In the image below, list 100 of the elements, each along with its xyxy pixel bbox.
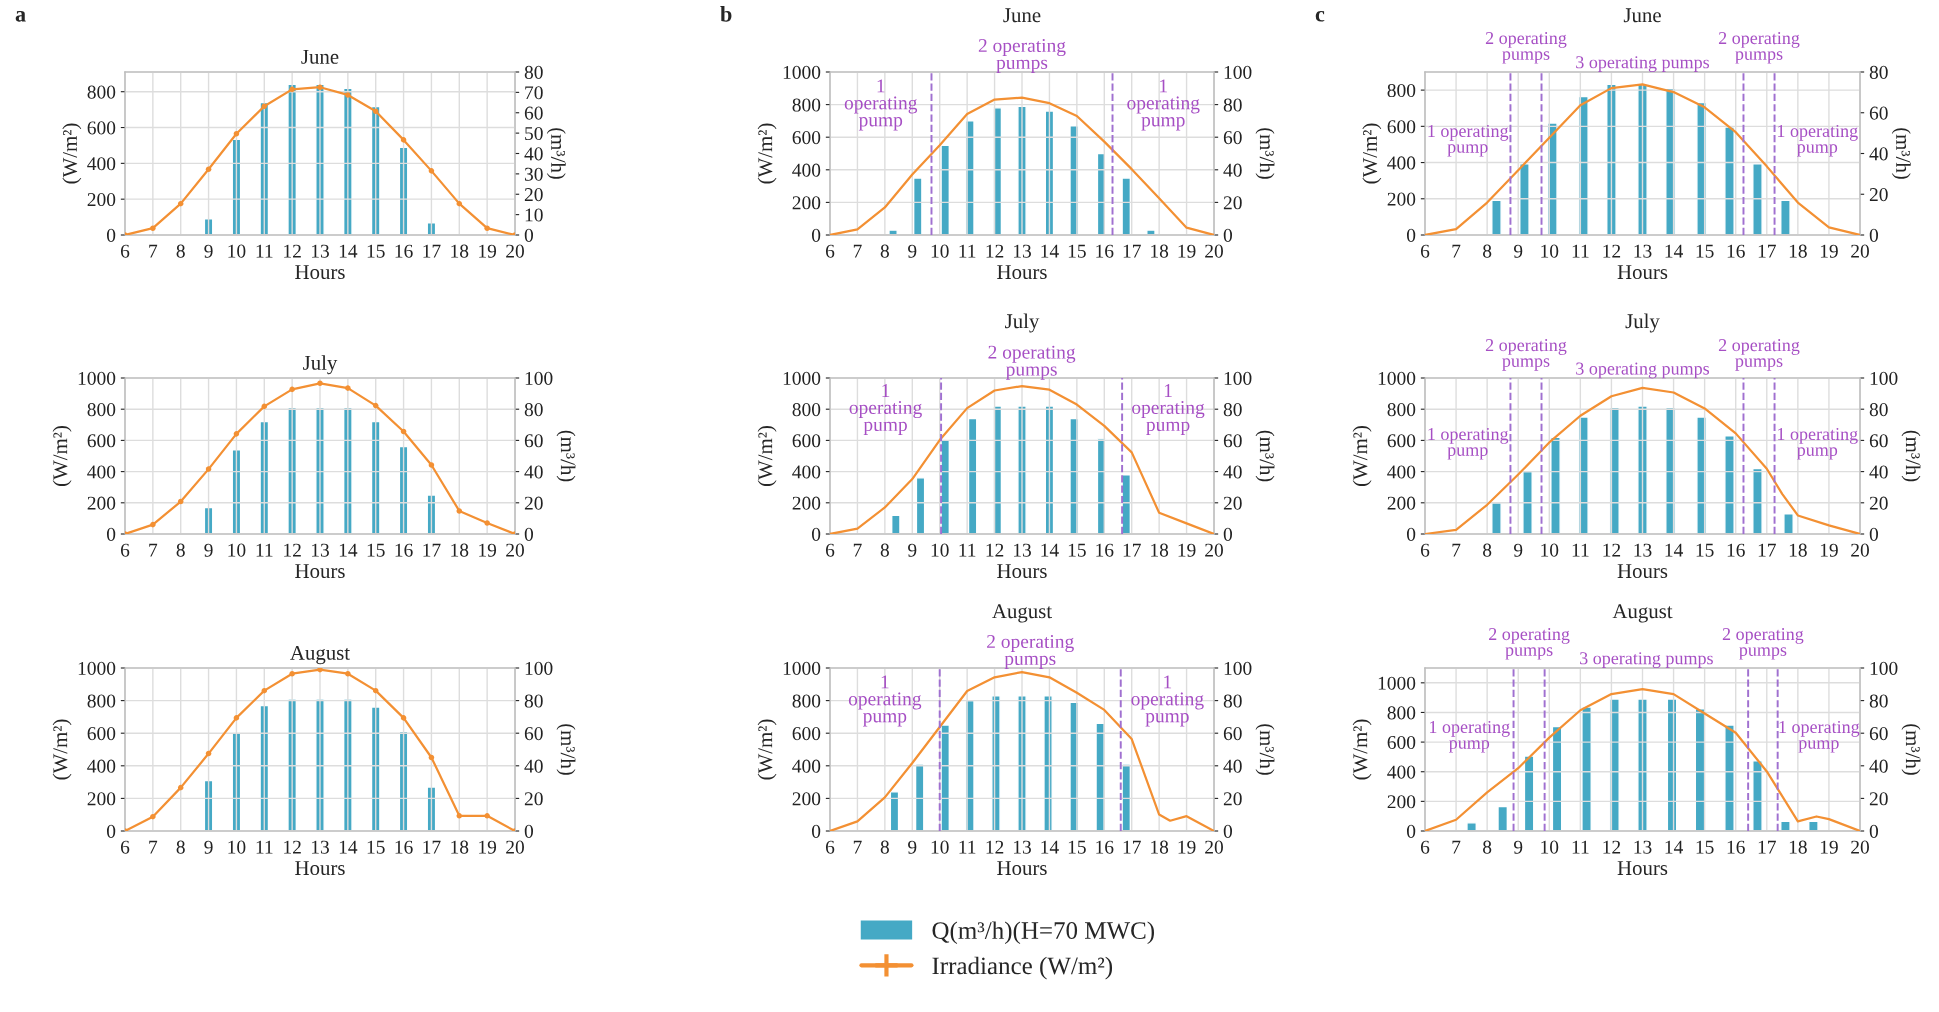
x-tick-label: 8 xyxy=(1483,244,1492,258)
x-tick-label: 20 xyxy=(1851,543,1869,557)
chart-title: June xyxy=(1623,8,1661,23)
point xyxy=(372,402,379,409)
y2-tick-label: 100 xyxy=(1224,65,1252,79)
x-tick-label: 13 xyxy=(1013,244,1031,258)
y2-tick-label: 80 xyxy=(1869,694,1888,708)
x-tick-label: 12 xyxy=(986,543,1004,557)
y-tick-label: 400 xyxy=(792,465,821,479)
bar xyxy=(889,791,900,831)
y2-tick-label: 30 xyxy=(524,167,543,181)
y-tick-label: 200 xyxy=(1387,795,1416,809)
line-series xyxy=(830,670,1214,831)
x-tick-label: 17 xyxy=(423,543,441,557)
y-tick-label: 0 xyxy=(106,527,116,541)
y2-tick-label: 40 xyxy=(1869,147,1888,161)
annotation: 1 operating pump xyxy=(1779,720,1860,753)
y-tick-label: 1000 xyxy=(783,661,821,675)
y-axis-title: (W/m²) xyxy=(1352,719,1372,780)
annotation: 1 operating pump xyxy=(1778,427,1858,460)
point xyxy=(428,168,435,174)
x-tick-label: 17 xyxy=(423,244,441,258)
point xyxy=(317,84,323,90)
bar xyxy=(914,763,925,831)
y-tick-label: 200 xyxy=(792,196,821,210)
point xyxy=(372,108,379,115)
bar xyxy=(1724,724,1735,831)
annotation: 1 operating pump xyxy=(849,384,922,435)
y-tick-label: 0 xyxy=(811,527,821,541)
x-tick-label: 20 xyxy=(1205,543,1223,557)
x-tick-label: 19 xyxy=(479,543,497,557)
bar xyxy=(1637,405,1648,534)
bar xyxy=(1491,199,1502,235)
bar xyxy=(940,144,951,235)
x-tick-label: 12 xyxy=(284,244,301,258)
x-tick-label: 13 xyxy=(311,840,329,854)
y2-tick-label: 0 xyxy=(1869,824,1879,838)
y2-tick-label: 80 xyxy=(524,694,543,708)
point xyxy=(400,137,407,143)
x-axis-title: Hours xyxy=(1617,265,1668,280)
y2-tick-label: 0 xyxy=(524,228,534,242)
y-tick-label: 400 xyxy=(1387,465,1416,479)
x-tick-label: 16 xyxy=(395,244,413,258)
bar xyxy=(1522,470,1533,534)
y2-tick-label: 0 xyxy=(1223,824,1233,838)
x-tick-label: 9 xyxy=(204,244,213,258)
y-tick-label: 600 xyxy=(87,121,116,135)
y2-axis-title: (m³/h) xyxy=(556,724,576,775)
y2-tick-label: 20 xyxy=(1223,196,1242,210)
bar xyxy=(370,105,381,235)
chart-title: August xyxy=(992,604,1052,623)
x-tick-label: 18 xyxy=(1151,244,1169,258)
bar xyxy=(1752,467,1763,534)
point xyxy=(484,520,490,526)
y2-axis-title: (m³/h) xyxy=(1901,724,1921,775)
x-tick-label: 15 xyxy=(367,840,385,854)
x-tick-label: 10 xyxy=(228,244,246,258)
chart-title: June xyxy=(301,50,339,64)
x-tick-label: 17 xyxy=(1758,244,1776,258)
text: 2 operating pumps xyxy=(1485,339,1567,371)
x-tick-label: 20 xyxy=(506,840,524,854)
x-tick-label: 8 xyxy=(880,840,889,854)
x-tick-label: 18 xyxy=(1151,543,1169,557)
x-tick-label: 13 xyxy=(1634,840,1652,854)
line-series xyxy=(125,380,515,534)
x-tick-label: 6 xyxy=(1420,840,1430,854)
y2-tick-label: 60 xyxy=(524,727,543,741)
x-tick-label: 10 xyxy=(1541,840,1559,854)
x-tick-label: 16 xyxy=(395,543,413,557)
bar xyxy=(1752,162,1763,235)
point xyxy=(289,86,295,93)
x-tick-label: 20 xyxy=(1851,840,1869,854)
x-tick-label: 9 xyxy=(908,244,917,258)
bar xyxy=(915,477,926,534)
annotation: 2 operating pumps xyxy=(987,634,1074,669)
annotation: 1 operating pump xyxy=(1131,675,1204,727)
y-tick-label: 600 xyxy=(1387,434,1416,448)
x-tick-label: 19 xyxy=(1178,840,1196,854)
annotation: 2 operating pumps xyxy=(988,345,1076,380)
y2-tick-label: 0 xyxy=(1869,527,1879,541)
bar xyxy=(1609,406,1620,534)
point xyxy=(345,670,351,677)
y2-axis-title: (m³/h) xyxy=(1891,128,1911,179)
y-tick-label: 1000 xyxy=(78,371,116,385)
y-tick-label: 1000 xyxy=(783,371,821,385)
bar xyxy=(991,695,1001,831)
x-tick-label: 12 xyxy=(986,244,1004,258)
point xyxy=(233,715,240,721)
x-tick-label: 15 xyxy=(1696,244,1714,258)
x-tick-label: 15 xyxy=(1696,543,1714,557)
bar xyxy=(1146,229,1156,235)
x-tick-label: 19 xyxy=(479,244,497,258)
x-tick-label: 8 xyxy=(1483,840,1492,854)
x-tick-label: 18 xyxy=(451,244,469,258)
bar xyxy=(1808,820,1819,831)
y-tick-label: 600 xyxy=(1387,120,1416,134)
point xyxy=(345,92,351,98)
x-tick-label: 15 xyxy=(1068,840,1086,854)
x-tick-label: 20 xyxy=(1205,840,1223,854)
y2-axis-title: (m³/h) xyxy=(1901,430,1921,482)
